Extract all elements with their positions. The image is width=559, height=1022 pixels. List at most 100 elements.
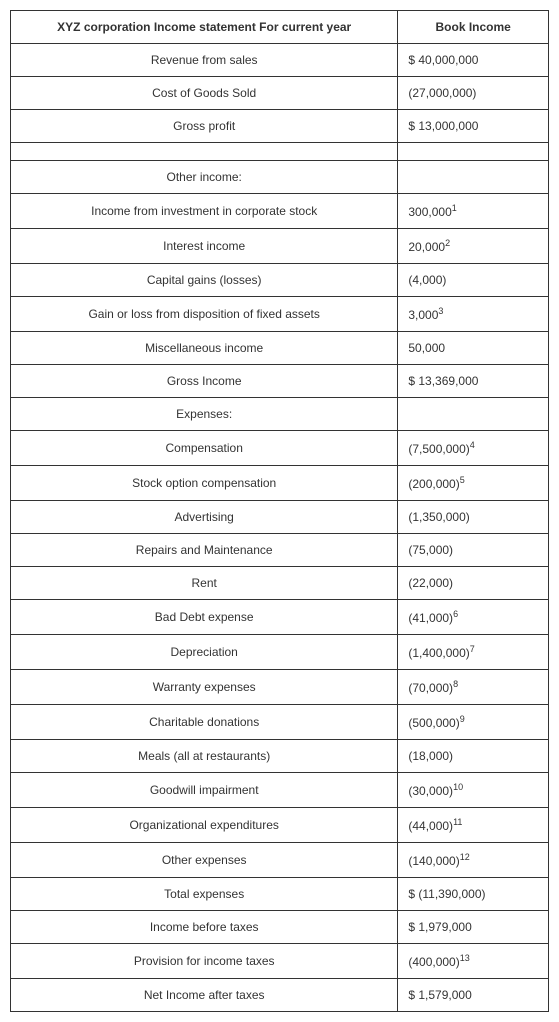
- row-value-text: (18,000): [408, 749, 453, 763]
- row-value-text: (7,500,000): [408, 442, 469, 456]
- row-value: (200,000)5: [398, 466, 549, 501]
- row-label: Total expenses: [11, 878, 398, 911]
- row-value: 20,0002: [398, 229, 549, 264]
- row-value: (1,350,000): [398, 501, 549, 534]
- table-row: Meals (all at restaurants)(18,000): [11, 740, 549, 773]
- row-label: Advertising: [11, 501, 398, 534]
- row-value: $ 40,000,000: [398, 44, 549, 77]
- row-label: Organizational expenditures: [11, 808, 398, 843]
- row-label: Compensation: [11, 431, 398, 466]
- row-value: $ (11,390,000): [398, 878, 549, 911]
- row-value: [398, 161, 549, 194]
- row-value-text: $ 1,979,000: [408, 920, 471, 934]
- table-row: Gross profit $ 13,000,000: [11, 110, 549, 143]
- income-statement-table: XYZ corporation Income statement For cur…: [10, 10, 549, 1012]
- row-value: (41,000)6: [398, 600, 549, 635]
- row-label: Expenses:: [11, 398, 398, 431]
- row-label: [11, 143, 398, 161]
- table-row: Total expenses $ (11,390,000): [11, 878, 549, 911]
- table-row: Expenses:: [11, 398, 549, 431]
- row-value: (7,500,000)4: [398, 431, 549, 466]
- table-row: Goodwill impairment(30,000)10: [11, 773, 549, 808]
- row-label: Depreciation: [11, 635, 398, 670]
- table-row: Repairs and Maintenance (75,000): [11, 534, 549, 567]
- row-footnote-sup: 8: [453, 679, 458, 689]
- table-row: [11, 143, 549, 161]
- row-value: $ 1,979,000: [398, 911, 549, 944]
- row-value: (1,400,000)7: [398, 635, 549, 670]
- row-label: Charitable donations: [11, 705, 398, 740]
- row-label: Provision for income taxes: [11, 944, 398, 979]
- row-label: Gross profit: [11, 110, 398, 143]
- table-row: Other income:: [11, 161, 549, 194]
- row-value: $ 1,579,000: [398, 979, 549, 1012]
- row-label: Income before taxes: [11, 911, 398, 944]
- table-row: Advertising (1,350,000): [11, 501, 549, 534]
- row-value-text: (27,000,000): [408, 86, 476, 100]
- row-label: Repairs and Maintenance: [11, 534, 398, 567]
- row-label: Gross Income: [11, 365, 398, 398]
- table-row: Provision for income taxes (400,000)13: [11, 944, 549, 979]
- row-footnote-sup: 13: [460, 953, 470, 963]
- row-value-text: (4,000): [408, 273, 446, 287]
- row-value: (4,000): [398, 264, 549, 297]
- table-row: Capital gains (losses) (4,000): [11, 264, 549, 297]
- row-value-text: $ 40,000,000: [408, 53, 478, 67]
- row-value-text: 50,000: [408, 341, 445, 355]
- table-row: Bad Debt expense(41,000)6: [11, 600, 549, 635]
- row-footnote-sup: 11: [453, 817, 462, 827]
- row-value-text: (75,000): [408, 543, 453, 557]
- row-label: Interest income: [11, 229, 398, 264]
- row-value-text: $ (11,390,000): [408, 887, 485, 901]
- table-header-row: XYZ corporation Income statement For cur…: [11, 11, 549, 44]
- row-value-text: (44,000): [408, 819, 453, 833]
- row-value-text: (41,000): [408, 611, 453, 625]
- table-row: Revenue from sales $ 40,000,000: [11, 44, 549, 77]
- row-label: Warranty expenses: [11, 670, 398, 705]
- row-value: [398, 143, 549, 161]
- table-row: Net Income after taxes$ 1,579,000: [11, 979, 549, 1012]
- row-footnote-sup: 10: [453, 782, 463, 792]
- row-label: Rent: [11, 567, 398, 600]
- row-value-text: (200,000): [408, 477, 459, 491]
- table-row: Other expenses (140,000)12: [11, 843, 549, 878]
- row-value-text: (30,000): [408, 784, 453, 798]
- table-header-title: XYZ corporation Income statement For cur…: [11, 11, 398, 44]
- table-row: Cost of Goods Sold (27,000,000): [11, 77, 549, 110]
- table-row: Organizational expenditures(44,000)11: [11, 808, 549, 843]
- row-value: (500,000)9: [398, 705, 549, 740]
- row-label: Cost of Goods Sold: [11, 77, 398, 110]
- row-footnote-sup: 1: [452, 203, 457, 213]
- table-row: Interest income20,0002: [11, 229, 549, 264]
- row-footnote-sup: 12: [460, 852, 470, 862]
- row-label: Other expenses: [11, 843, 398, 878]
- row-footnote-sup: 2: [445, 238, 450, 248]
- row-value: (75,000): [398, 534, 549, 567]
- table-row: Warranty expenses(70,000)8: [11, 670, 549, 705]
- table-row: Gross Income $ 13,369,000: [11, 365, 549, 398]
- table-row: Compensation(7,500,000)4: [11, 431, 549, 466]
- row-footnote-sup: 4: [470, 440, 475, 450]
- row-value-text: 3,000: [408, 308, 438, 322]
- row-footnote-sup: 9: [460, 714, 465, 724]
- row-value-text: (500,000): [408, 716, 459, 730]
- row-value: (22,000): [398, 567, 549, 600]
- row-label: Revenue from sales: [11, 44, 398, 77]
- row-label: Other income:: [11, 161, 398, 194]
- row-footnote-sup: 3: [438, 306, 443, 316]
- row-value-text: $ 13,369,000: [408, 374, 478, 388]
- row-value-text: 20,000: [408, 240, 445, 254]
- row-value: $ 13,000,000: [398, 110, 549, 143]
- row-value: (70,000)8: [398, 670, 549, 705]
- row-label: Bad Debt expense: [11, 600, 398, 635]
- row-value-text: (1,350,000): [408, 510, 469, 524]
- row-value-text: (140,000): [408, 854, 459, 868]
- row-value-text: $ 13,000,000: [408, 119, 478, 133]
- row-label: Capital gains (losses): [11, 264, 398, 297]
- row-value: (44,000)11: [398, 808, 549, 843]
- row-value: 300,0001: [398, 194, 549, 229]
- row-value-text: (400,000): [408, 955, 459, 969]
- row-value: $ 13,369,000: [398, 365, 549, 398]
- row-value: 50,000: [398, 332, 549, 365]
- table-row: Miscellaneous income50,000: [11, 332, 549, 365]
